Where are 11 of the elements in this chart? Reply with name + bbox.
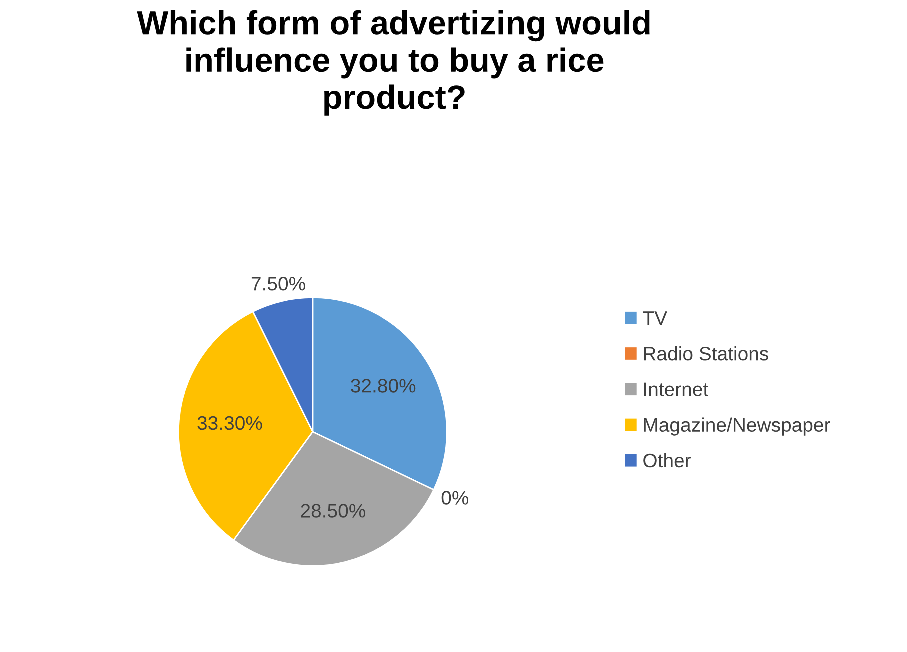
legend-label: Internet [644, 382, 708, 396]
text: 0% [442, 491, 469, 505]
legend-label: Radio Stations [644, 346, 768, 361]
data-label: 28.50% [301, 504, 366, 518]
data-label: 7.50% [252, 277, 306, 291]
legend-label: Magazine/Newspaper [644, 418, 830, 436]
legend-label: Other [644, 453, 691, 468]
data-label: 33.30% [198, 416, 262, 430]
chart-title: Which form of advertizing would influence you to buy a rice product? [137, 10, 650, 116]
legend-label: TV [643, 312, 668, 325]
data-label: 32.80% [351, 379, 416, 393]
